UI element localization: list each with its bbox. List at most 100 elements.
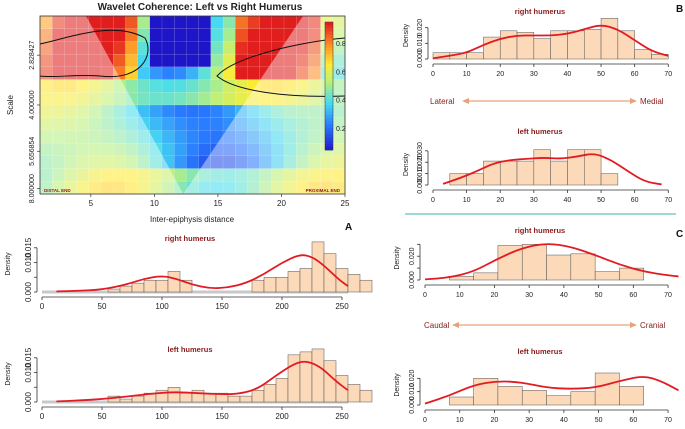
histogram-bar [550, 160, 568, 186]
wavelet-cell [222, 66, 236, 80]
density-curve [56, 254, 349, 293]
histogram-bar [155, 279, 169, 293]
wavelet-cell [173, 53, 187, 68]
y-tick-label: 0.000 [417, 50, 424, 68]
wavelet-cell [247, 15, 260, 30]
wavelet-y-ticks: 2.828427 4.000000 5.656854 8.000000 [29, 40, 40, 203]
histogram-bar [179, 279, 193, 293]
arrow-head-left-c [452, 322, 459, 328]
wavelet-cell [125, 28, 139, 42]
histogram-bar [521, 390, 547, 406]
wavelet-cell [222, 41, 236, 55]
colorbar-segment [325, 121, 333, 125]
wavelet-cell [186, 79, 199, 93]
wavelet-cell [186, 41, 199, 55]
x-tick-label: 20 [491, 292, 499, 299]
x-tick-label: 50 [98, 302, 107, 311]
colorbar-segment [325, 63, 333, 68]
wavelet-cell [198, 130, 212, 144]
wavelet-cell [173, 104, 187, 119]
wavelet-cell [149, 53, 163, 68]
histogram-bar [119, 398, 133, 403]
wavelet-cell [137, 66, 151, 80]
wavelet-title: Wavelet Coherence: Left vs Right Humerus [98, 2, 303, 13]
colorbar-tick-label: 0.8 [336, 41, 346, 48]
histogram-bar [533, 38, 551, 60]
colorbar-segment [325, 73, 333, 77]
wavelet-y-tick-label: 8.000000 [29, 174, 36, 203]
wavelet-edge-label-distal: DISTAL END [44, 188, 71, 193]
colorbar-segment [325, 108, 333, 112]
histogram-bar [263, 277, 277, 293]
wavelet-cell [125, 53, 139, 68]
x-tick-label: 0 [431, 197, 435, 204]
arrow-head-left-b [462, 98, 469, 104]
wavelet-cell [198, 15, 212, 30]
colorbar-segment [325, 38, 333, 42]
density-curve [442, 153, 662, 186]
y-tick-label: 0.020 [417, 19, 424, 37]
x-tick-label: 50 [595, 292, 603, 299]
x-tick-label: 60 [629, 292, 637, 299]
wavelet-cell [234, 41, 248, 55]
wavelet-cell [112, 41, 126, 55]
density-curve [56, 360, 349, 403]
histogram-c-right-humerus: 0 10 20 30 40 50 60 70 0.000 0.020 right humerus De… [394, 226, 679, 299]
wavelet-cell [210, 28, 224, 42]
wavelet-cell [125, 41, 139, 55]
histogram-bar [107, 288, 121, 293]
direction-label-caudal: Caudal [424, 321, 450, 330]
colorbar-segment [325, 140, 333, 144]
wavelet-cell [210, 66, 224, 80]
x-tick-label: 60 [631, 197, 639, 204]
wavelet-cell [210, 53, 224, 68]
x-tick-label: 30 [525, 417, 533, 424]
wavelet-cell [247, 28, 260, 42]
histogram-bar [299, 268, 313, 293]
wavelet-x-ticks: 5 10 15 20 25 [89, 194, 350, 208]
colorbar-segment [325, 79, 333, 84]
colorbar-segment [325, 105, 333, 109]
histogram-bar [600, 18, 619, 60]
histogram-bar [600, 173, 619, 186]
colorbar-frame [324, 21, 334, 151]
wavelet-cell [198, 92, 212, 106]
wavelet-cell [222, 28, 236, 42]
wavelet-cell [222, 92, 236, 106]
x-tick-label: 150 [215, 412, 229, 421]
histogram-y-axis-label: Density [5, 362, 12, 386]
histogram-bar [275, 378, 289, 403]
wavelet-cell [186, 117, 199, 131]
colorbar-segment [325, 143, 333, 148]
histogram-title: left humerus [517, 127, 562, 136]
wavelet-cell [173, 117, 187, 131]
histogram-bar [359, 389, 373, 403]
x-tick-label: 60 [631, 71, 639, 78]
wavelet-cell [186, 130, 199, 144]
colorbar-segment [325, 41, 333, 45]
histogram-bar [347, 384, 361, 403]
x-tick-label: 150 [215, 302, 229, 311]
histogram-title: left humerus [517, 347, 562, 356]
colorbar-segment [325, 60, 333, 64]
histogram-title: right humerus [165, 234, 215, 243]
x-tick-label: 70 [664, 71, 672, 78]
wavelet-cell [125, 79, 139, 93]
x-tick-label: 250 [335, 412, 349, 421]
wavelet-cell [173, 142, 187, 157]
histogram-bar [570, 391, 596, 406]
wavelet-cell [137, 15, 151, 30]
histogram-title: right humerus [515, 226, 565, 235]
cone-left-shade [40, 16, 184, 194]
wavelet-cell [173, 41, 187, 55]
x-tick-label: 200 [275, 412, 289, 421]
y-tick-label: 0.030 [417, 142, 424, 160]
x-tick-label: 10 [456, 417, 464, 424]
colorbar-segment [325, 134, 333, 138]
histogram-bar [466, 52, 484, 60]
x-tick-label: 50 [597, 71, 605, 78]
histogram-bar [131, 282, 145, 293]
histogram-bar [570, 253, 596, 281]
colorbar-segment [325, 82, 333, 87]
